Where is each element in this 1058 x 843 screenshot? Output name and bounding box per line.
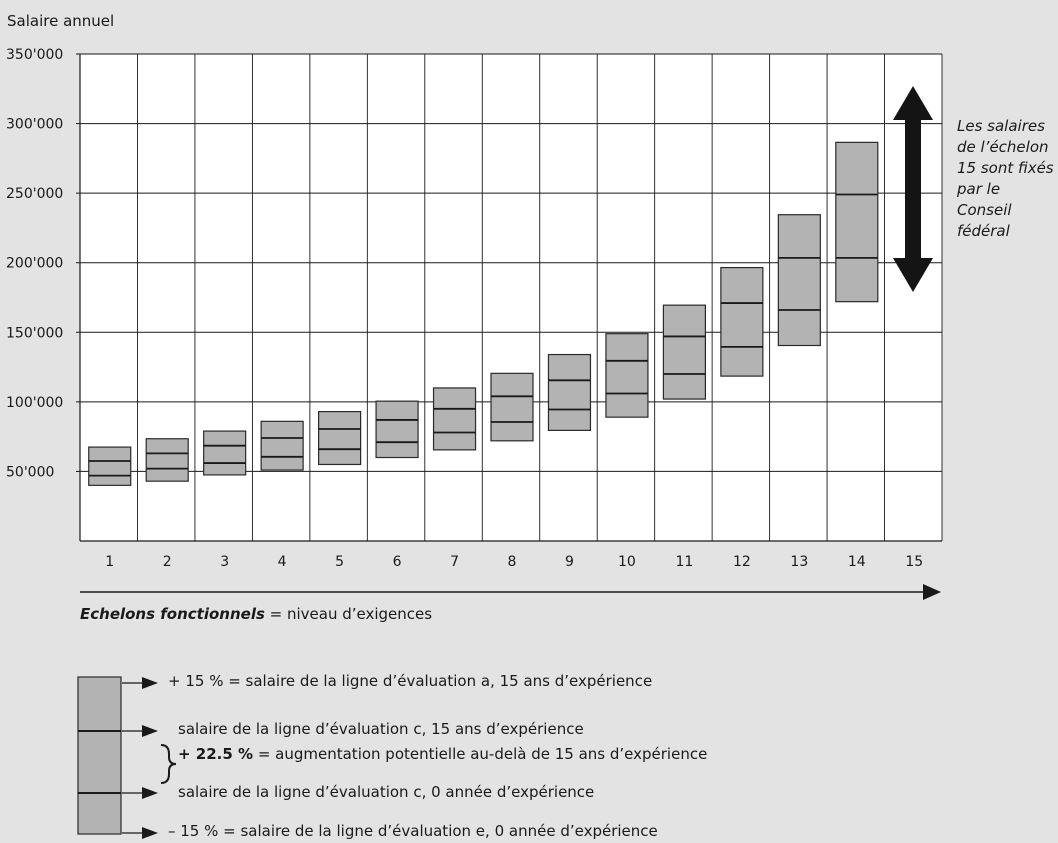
salary-box-range [432, 387, 477, 451]
salary-box-range [260, 420, 304, 471]
y-tick-label: 50'000 [6, 464, 54, 480]
salary-box-range [88, 446, 132, 486]
y-tick-label: 350'000 [6, 47, 63, 63]
x-tick-label: 11 [675, 554, 693, 570]
salary-box-range [605, 333, 649, 418]
salary-boxes [88, 141, 879, 486]
salary-box-echelon-14 [835, 141, 879, 303]
salary-box-echelon-13 [777, 214, 821, 347]
x-tick-label: 5 [335, 554, 344, 570]
x-tick-label: 10 [618, 554, 636, 570]
echelon-15-note: Les salaires de l’échelon 15 sont fixés … [957, 117, 1054, 240]
salary-box-echelon-12 [720, 266, 764, 377]
chart-axes: 50'000 100'000 150'000 200'000 250'000 300'00… [6, 47, 942, 570]
x-axis-title-rest: = niveau d’exigences [264, 605, 433, 623]
legend-c0-text: salaire de la ligne d’évaluation c, 0 an… [178, 783, 595, 801]
salary-box-range [375, 400, 419, 459]
salary-box-echelon-1 [88, 446, 132, 486]
salary-box-range [547, 353, 592, 431]
x-tick-label: 4 [278, 554, 287, 570]
salary-box-echelon-7 [432, 387, 477, 451]
legend-arrows [122, 677, 158, 839]
salary-box-echelon-2 [145, 438, 189, 482]
x-tick-label: 12 [733, 554, 751, 570]
x-tick-label: 8 [508, 554, 517, 570]
salary-box-echelon-6 [375, 400, 419, 459]
x-tick-label: 6 [393, 554, 402, 570]
salary-box-range [662, 304, 707, 400]
salary-box-echelon-10 [605, 333, 649, 418]
salary-box-echelon-3 [203, 430, 247, 476]
legend-top-text: + 15 % = salaire de la ligne d’évaluatio… [168, 672, 653, 690]
legend-sample-box [77, 676, 122, 835]
salary-box-range [145, 438, 189, 482]
y-tick-label: 300'000 [6, 117, 63, 133]
salary-box-range [203, 430, 247, 476]
y-tick-label: 150'000 [6, 325, 63, 341]
x-axis-arrow [80, 584, 941, 600]
x-tick-label: 15 [905, 554, 923, 570]
legend-c15-text: salaire de la ligne d’évaluation c, 15 a… [178, 720, 584, 738]
salary-box-range [835, 141, 879, 303]
x-tick-label: 13 [790, 554, 808, 570]
y-tick-label: 200'000 [6, 256, 63, 272]
x-tick-label: 14 [848, 554, 866, 570]
salary-box-echelon-4 [260, 420, 304, 471]
legend-bottom-text: – 15 % = salaire de la ligne d’évaluatio… [168, 822, 658, 840]
y-tick-label: 100'000 [6, 395, 63, 411]
x-tick-label: 7 [450, 554, 459, 570]
salary-box-echelon-9 [547, 353, 592, 431]
salary-box-range [720, 266, 764, 377]
echelon-15-double-arrow [893, 86, 933, 292]
salary-box-range [490, 372, 534, 442]
legend-increase-text: + 22.5 % = augmentation potentielle au-d… [178, 745, 707, 763]
legend-increase-bold: + 22.5 % [178, 745, 254, 763]
legend-increase-rest: = augmentation potentielle au-delà de 15… [253, 745, 708, 763]
salary-box-range [318, 410, 362, 466]
x-tick-label: 2 [163, 554, 172, 570]
x-axis-title: Echelons fonctionnels = niveau d’exigenc… [80, 605, 432, 623]
y-axis-title: Salaire annuel [7, 12, 114, 30]
salary-box-range [777, 214, 821, 347]
salary-box-echelon-5 [318, 410, 362, 466]
x-tick-label: 9 [565, 554, 574, 570]
legend-brace [160, 744, 177, 784]
x-tick-label: 3 [220, 554, 229, 570]
salary-box-echelon-8 [490, 372, 534, 442]
salary-box-echelon-11 [662, 304, 707, 400]
y-tick-label: 250'000 [6, 186, 63, 202]
x-axis-title-bold: Echelons fonctionnels [80, 605, 265, 623]
x-tick-label: 1 [105, 554, 114, 570]
